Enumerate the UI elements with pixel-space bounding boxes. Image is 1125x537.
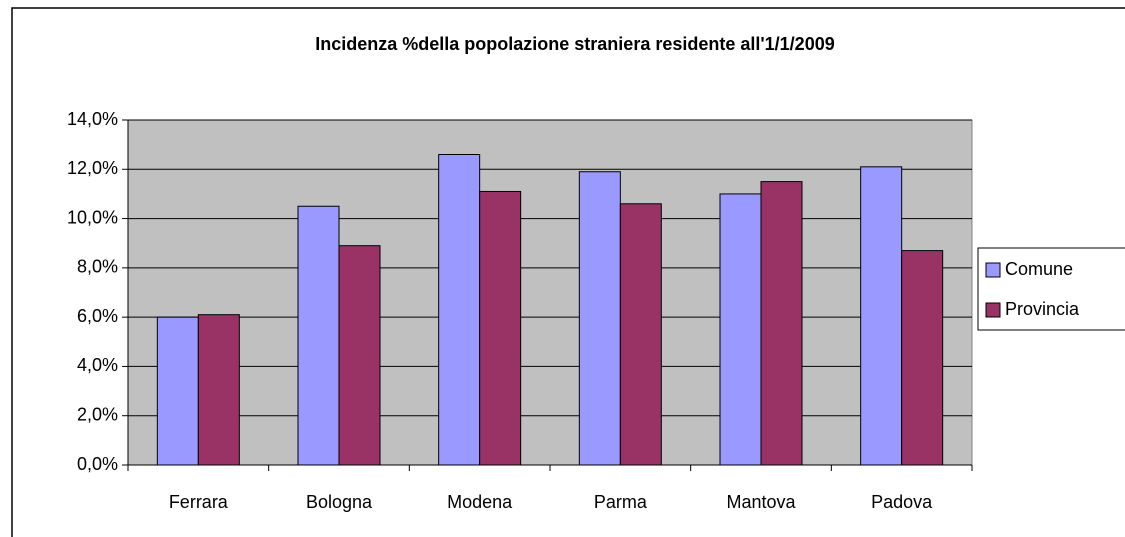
y-tick-label: 8,0% (77, 257, 118, 277)
bar (760, 181, 803, 466)
y-tick-label: 2,0% (77, 404, 118, 424)
bar (197, 314, 240, 466)
x-tick-label: Bologna (306, 492, 373, 512)
bar (297, 205, 340, 466)
legend-box (977, 247, 1125, 331)
y-tick-label: 0,0% (77, 454, 118, 474)
x-tick-label: Padova (871, 492, 933, 512)
bar (578, 171, 621, 466)
bar (719, 193, 762, 466)
bar (901, 250, 944, 466)
legend-swatch (985, 302, 1001, 318)
x-tick-label: Ferrara (169, 492, 229, 512)
bar (479, 190, 522, 466)
y-tick-label: 4,0% (77, 355, 118, 375)
legend-label: Comune (1005, 259, 1073, 279)
y-tick-label: 10,0% (67, 207, 118, 227)
legend-swatch (985, 262, 1001, 278)
bar (619, 203, 662, 466)
legend-label: Provincia (1005, 299, 1080, 319)
x-tick-label: Mantova (726, 492, 796, 512)
bar (860, 166, 903, 466)
x-tick-label: Parma (594, 492, 648, 512)
y-tick-label: 6,0% (77, 306, 118, 326)
x-tick-label: Modena (447, 492, 513, 512)
y-tick-label: 12,0% (67, 158, 118, 178)
y-tick-label: 14,0% (67, 109, 118, 129)
chart-title: Incidenza %della popolazione straniera r… (315, 34, 834, 54)
bar (338, 245, 381, 466)
bar (156, 316, 199, 466)
bar (438, 154, 481, 466)
plot-area (127, 119, 973, 466)
